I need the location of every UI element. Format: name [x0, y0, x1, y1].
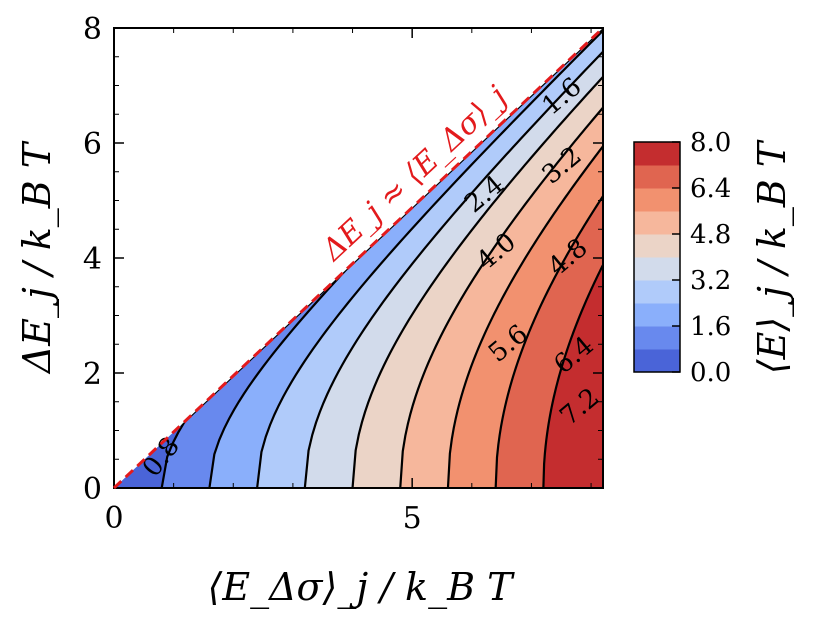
colorbar-tick-label: 0.0	[690, 358, 731, 388]
contour-line	[494, 195, 603, 488]
colorbar-tick-label: 8.0	[690, 128, 731, 158]
y-tick-label: 0	[83, 472, 102, 507]
colorbar-segment	[634, 188, 680, 212]
contour-band	[543, 264, 603, 488]
y-tick-label: 6	[83, 127, 102, 162]
contour-line	[446, 145, 603, 488]
x-tick-label: 0	[104, 501, 123, 536]
colorbar-segment	[634, 165, 680, 189]
colorbar-segment	[634, 234, 680, 258]
colorbar-segment	[634, 257, 680, 281]
colorbar	[634, 142, 680, 373]
y-tick-label: 8	[83, 12, 102, 47]
colorbar-segment	[634, 280, 680, 304]
y-tick-label: 4	[83, 242, 102, 277]
colorbar-frame	[633, 141, 681, 373]
colorbar-segment	[634, 303, 680, 327]
x-axis-title: ⟨E_Δσ⟩_j / k_B T	[208, 565, 516, 610]
contour-line	[399, 106, 603, 488]
colorbar-tick-label: 1.6	[690, 312, 731, 342]
colorbar-segment	[634, 211, 680, 235]
colorbar-segment	[634, 349, 680, 373]
colorbar-tick-label: 6.4	[690, 174, 731, 204]
contour-line	[256, 29, 603, 488]
y-axis-title: ΔE_j / k_B T	[15, 140, 60, 375]
contour-line	[351, 76, 603, 488]
colorbar-tick-label: 3.2	[690, 266, 731, 296]
contour-line	[542, 264, 603, 488]
colorbar-segment	[634, 326, 680, 350]
colorbar-segment	[634, 142, 680, 166]
y-axis: 0 2 4 6 8	[83, 12, 603, 507]
colorbar-title: ⟨E⟩_j / k_B T	[750, 139, 795, 374]
colorbar-ticks: 8.0 6.4 4.8 3.2 1.6 0.0	[672, 128, 731, 388]
contour-line	[303, 51, 603, 488]
x-tick-label: 5	[403, 501, 422, 536]
y-tick-label: 2	[83, 357, 102, 392]
colorbar-tick-label: 4.8	[690, 220, 731, 250]
